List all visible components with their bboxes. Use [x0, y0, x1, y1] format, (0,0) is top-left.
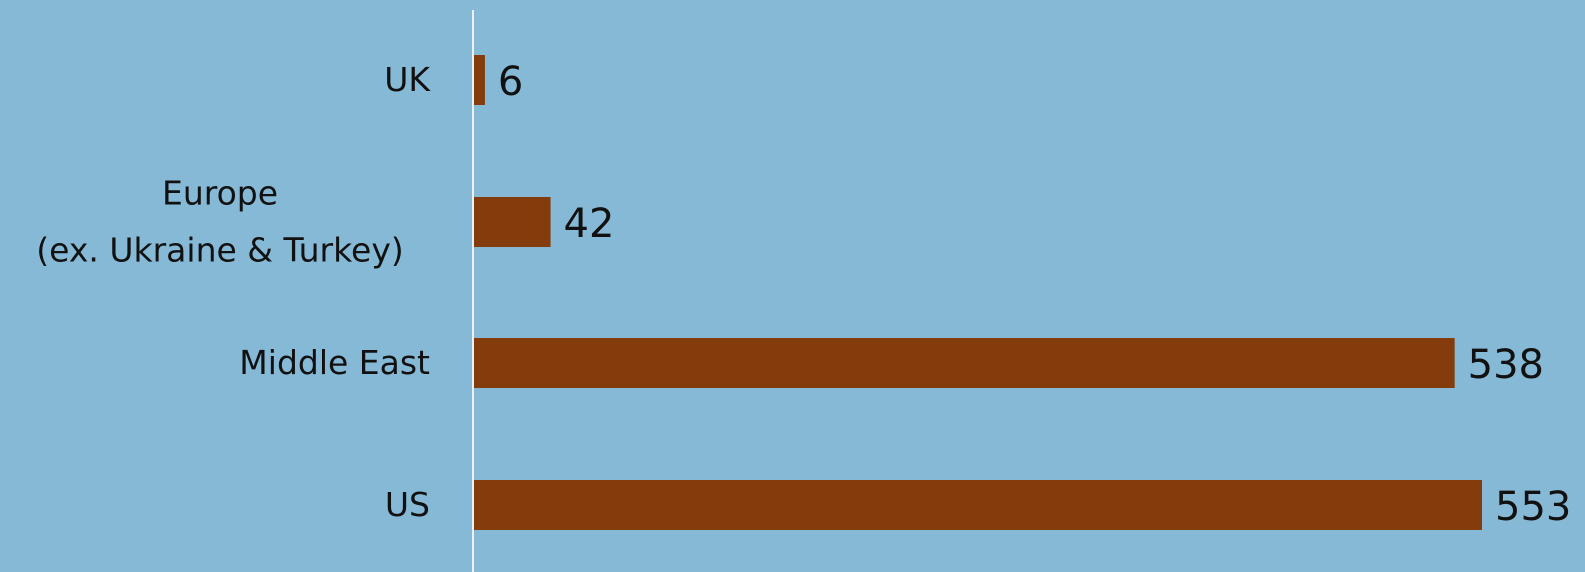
labels-group: 6 UK 42 Europe (ex. Ukraine & Turkey) 538 Midd… — [36, 59, 1571, 530]
bar-0 — [474, 55, 485, 105]
category-label-1: Europe (ex. Ukraine & Turkey) — [36, 174, 404, 270]
category-label-2: Middle East — [239, 343, 430, 382]
bar-1 — [474, 197, 551, 247]
data-label-2: 538 — [1468, 342, 1544, 388]
bar-3 — [474, 480, 1482, 530]
category-label-0: UK — [384, 60, 431, 99]
bar-2 — [474, 338, 1455, 388]
data-label-0: 6 — [498, 59, 523, 105]
category-label-3: US — [385, 485, 430, 524]
bars-group — [474, 55, 1482, 530]
data-label-3: 553 — [1495, 484, 1571, 530]
data-label-1: 42 — [564, 201, 615, 247]
